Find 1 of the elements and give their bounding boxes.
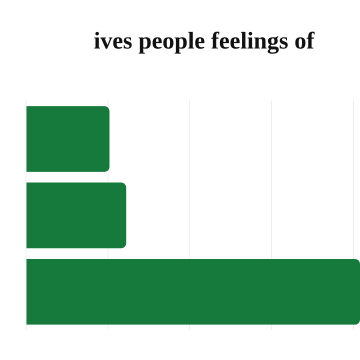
chart-title: ives people feelings of: [94, 28, 316, 55]
